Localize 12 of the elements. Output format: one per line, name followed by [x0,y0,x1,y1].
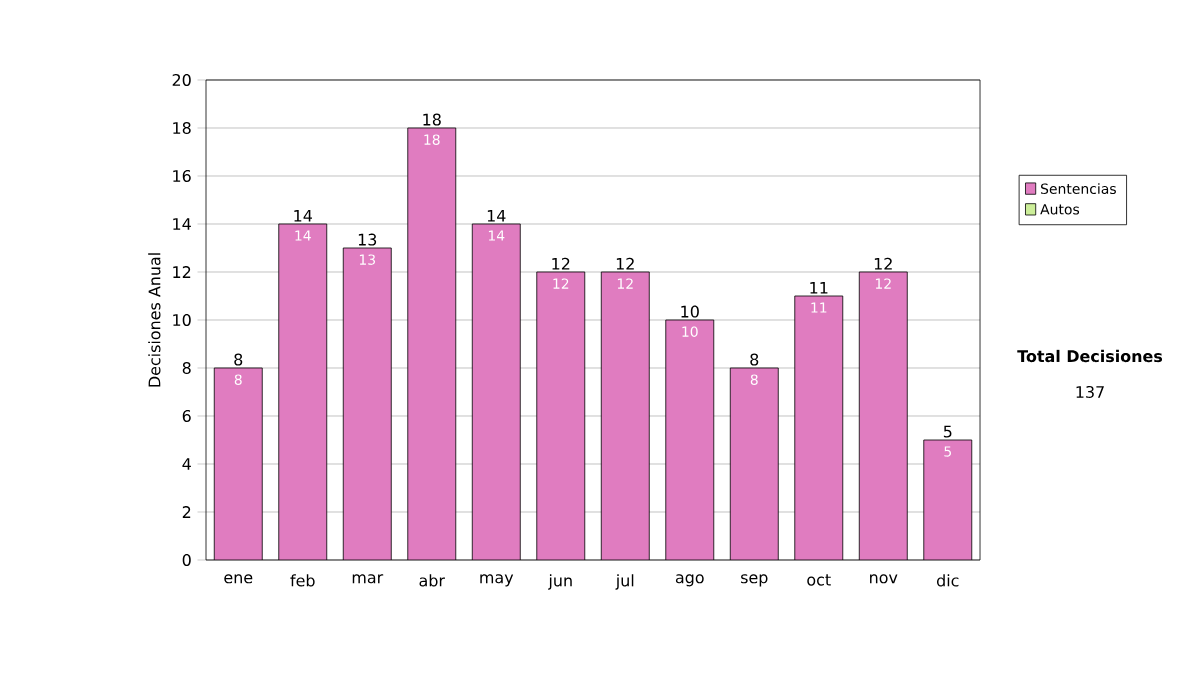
bar [665,319,714,560]
bar [278,223,327,560]
bar [730,367,779,560]
bar [407,127,456,560]
bar [214,367,263,560]
bar [794,295,843,560]
bar [343,247,392,560]
bar [601,271,650,560]
bar [923,439,973,560]
bar [472,223,521,560]
bar [859,271,908,560]
bar [536,271,585,560]
